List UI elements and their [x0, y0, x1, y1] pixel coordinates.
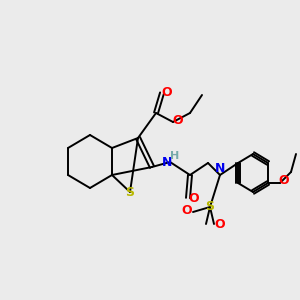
Text: O: O: [279, 175, 289, 188]
Text: N: N: [162, 155, 172, 169]
Text: S: S: [206, 200, 214, 214]
Text: O: O: [173, 115, 183, 128]
Text: O: O: [182, 205, 192, 218]
Text: S: S: [125, 185, 134, 199]
Text: N: N: [215, 163, 225, 176]
Text: O: O: [215, 218, 225, 232]
Text: O: O: [162, 86, 172, 100]
Text: H: H: [170, 151, 180, 161]
Text: O: O: [189, 191, 199, 205]
